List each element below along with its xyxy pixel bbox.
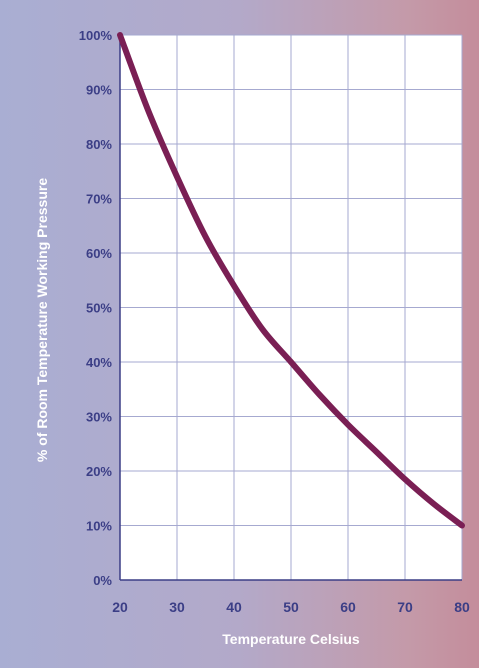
y-tick-90: 90% <box>86 83 112 98</box>
y-axis-title: % of Room Temperature Working Pressure <box>34 178 50 462</box>
y-tick-labels: 0% 10% 20% 30% 40% 50% 60% 70% 80% 90% 100% <box>79 28 113 588</box>
x-tick-80: 80 <box>454 599 470 615</box>
x-tick-30: 30 <box>169 599 185 615</box>
y-tick-70: 70% <box>86 192 112 207</box>
y-tick-50: 50% <box>86 301 112 316</box>
series-line-0 <box>117 32 465 529</box>
y-tick-30: 30% <box>86 410 112 425</box>
series-group <box>117 32 465 529</box>
grid <box>120 34 463 580</box>
x-tick-40: 40 <box>226 599 242 615</box>
y-tick-20: 20% <box>86 464 112 479</box>
y-tick-10: 10% <box>86 519 112 534</box>
y-tick-40: 40% <box>86 355 112 370</box>
x-tick-50: 50 <box>283 599 299 615</box>
x-tick-labels: 20 30 40 50 60 70 80 <box>112 599 470 615</box>
y-tick-0: 0% <box>93 573 112 588</box>
x-tick-70: 70 <box>397 599 413 615</box>
x-tick-60: 60 <box>340 599 356 615</box>
y-tick-60: 60% <box>86 246 112 261</box>
y-tick-100: 100% <box>79 28 113 43</box>
x-tick-20: 20 <box>112 599 128 615</box>
y-tick-80: 80% <box>86 137 112 152</box>
x-axis-title: Temperature Celsius <box>222 631 360 647</box>
